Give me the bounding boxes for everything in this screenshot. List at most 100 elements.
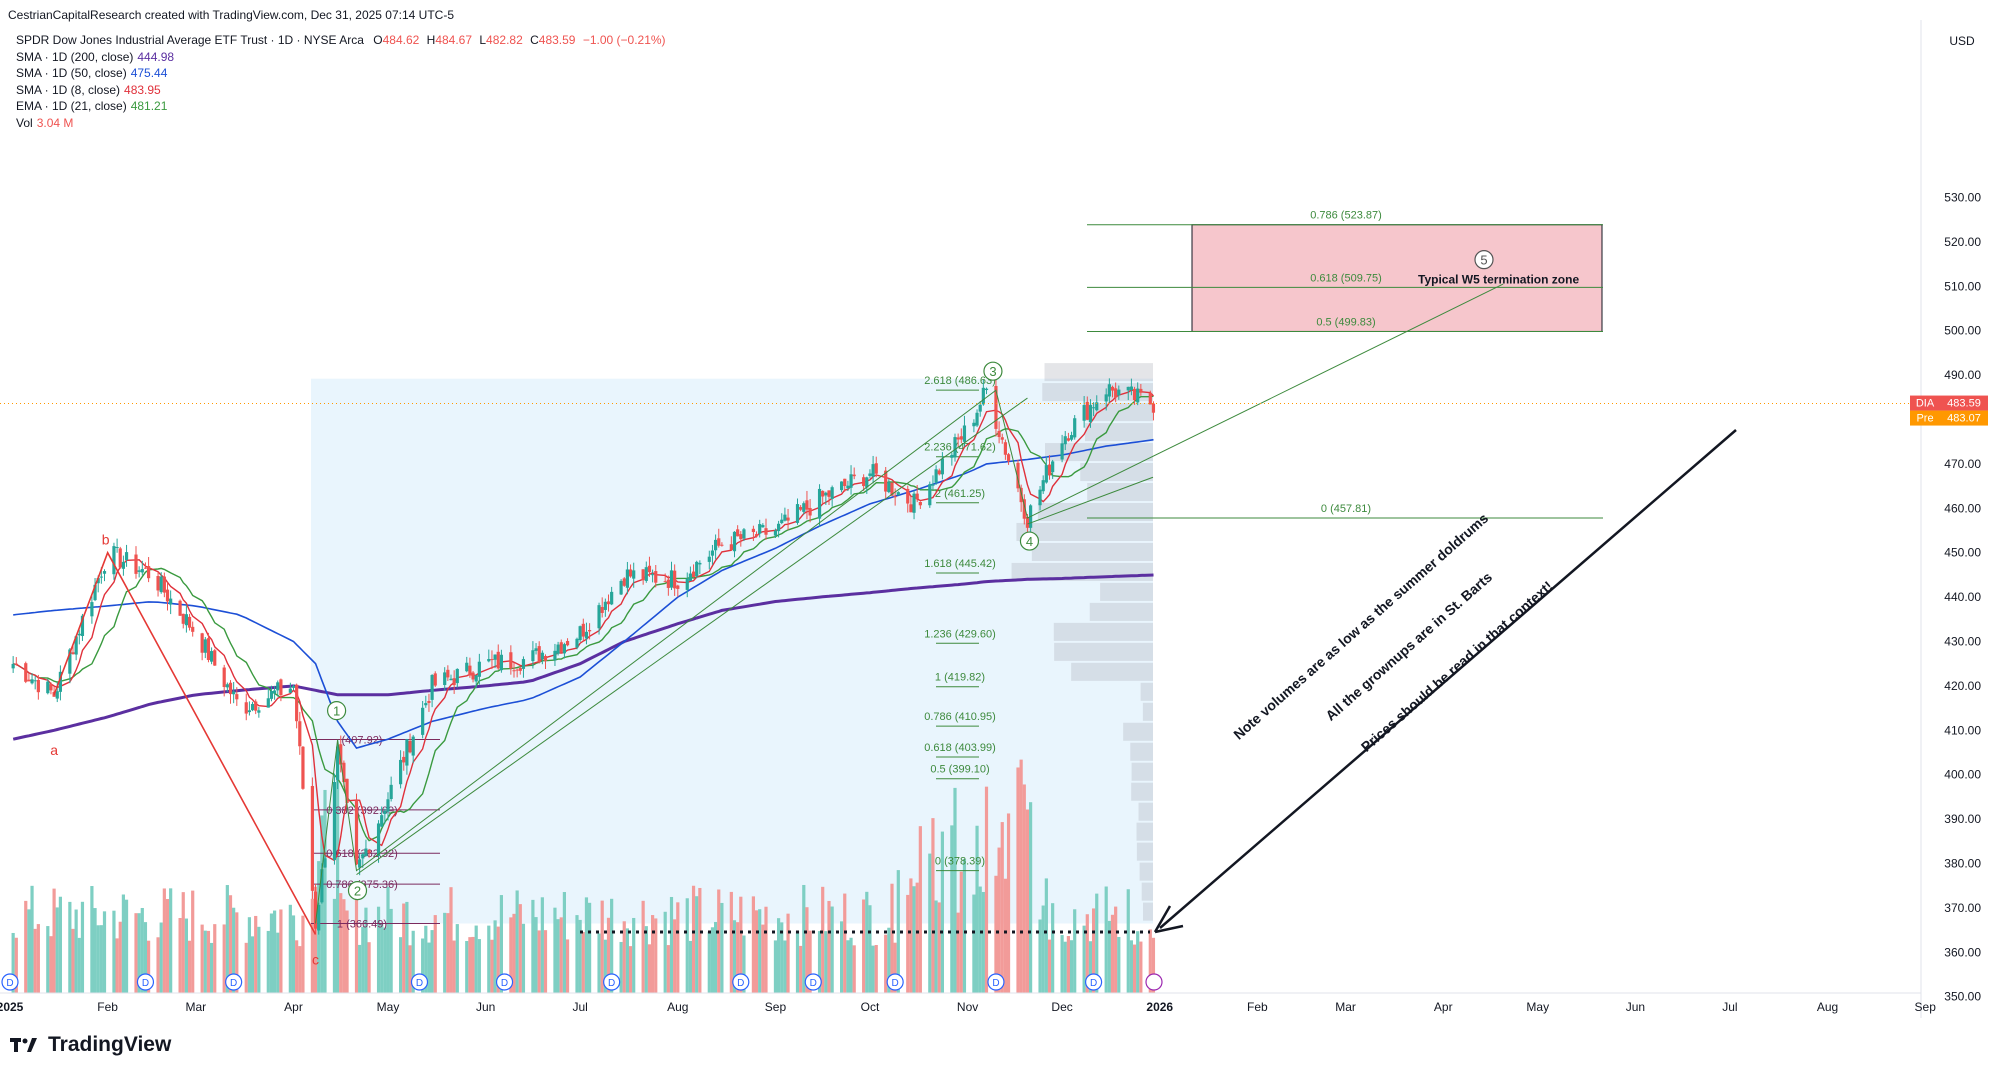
last-price-tag-bg — [1910, 395, 1940, 411]
time-tick-label: Jul — [572, 1000, 587, 1014]
candle-body — [376, 823, 381, 857]
volume-bar — [827, 900, 831, 993]
volume-bar — [178, 918, 182, 993]
candle-body — [710, 550, 715, 556]
volume-bar — [191, 890, 195, 993]
candle-body — [386, 799, 390, 812]
candle-body — [421, 707, 425, 735]
candle-body — [24, 663, 28, 682]
candle-body — [424, 703, 428, 706]
time-tick-label: Aug — [1817, 1000, 1838, 1014]
volume-bar — [950, 825, 954, 993]
volume-bar — [93, 908, 97, 993]
volume-bar — [780, 922, 784, 993]
candle-body — [235, 694, 239, 700]
indicator-row-ema21[interactable]: EMA · 1D (21, close) 481.21 — [16, 98, 666, 115]
volume-bar — [698, 887, 702, 993]
volume-bar — [840, 921, 844, 993]
volume-bar — [339, 893, 343, 993]
candle-body — [90, 602, 94, 617]
candle-body — [77, 633, 81, 636]
volume-bar — [96, 925, 100, 993]
volume-bar — [134, 913, 138, 993]
candle-body — [802, 503, 806, 512]
volume-bar — [301, 915, 305, 993]
volume-bar — [184, 918, 188, 993]
pre-price-value: 483.07 — [1947, 413, 1981, 425]
candle-body — [430, 675, 434, 700]
volume-bar — [918, 826, 922, 993]
price-axis[interactable]: USD530.00520.00510.00500.00490.00480.004… — [0, 20, 1988, 1020]
candle-body — [1126, 386, 1130, 391]
wave-circle — [983, 361, 1003, 381]
candle-body — [112, 546, 116, 575]
candle-body — [74, 636, 78, 655]
indicator-row-volume[interactable]: Vol 3.04 M — [16, 115, 666, 132]
candle-body — [247, 710, 251, 713]
candle-body — [975, 412, 979, 426]
volume-bar — [33, 928, 37, 993]
indicator-row-sma8[interactable]: SMA · 1D (8, close) 483.95 — [16, 82, 666, 99]
volume-bar — [540, 897, 544, 993]
volume-bar — [597, 933, 601, 993]
price-tick-label: 410.00 — [1944, 723, 1981, 737]
dividend-marker-label: D — [992, 978, 999, 989]
price-chart[interactable]: Typical W5 termination zone 0.786 (523.8… — [0, 0, 2000, 1020]
volume-bar — [862, 899, 866, 993]
volume-bar — [937, 902, 941, 993]
candle-body — [736, 529, 740, 537]
candle-body — [162, 576, 166, 593]
candle-body — [408, 740, 412, 753]
time-tick-label: Mar — [1335, 1000, 1356, 1014]
candle-body — [732, 531, 737, 552]
volume-bar — [159, 922, 163, 993]
candle-body — [628, 569, 633, 577]
volume-bar — [430, 930, 434, 993]
candle-body — [49, 684, 53, 691]
wave-label-b: b — [102, 532, 110, 548]
volume-bar — [849, 937, 853, 993]
volume-bar — [68, 901, 72, 993]
volume-bar — [1151, 937, 1156, 993]
pre-price-value-bg — [1940, 410, 1988, 426]
volume-bar — [754, 910, 759, 993]
volume-bar — [55, 907, 59, 993]
volume-bar — [984, 786, 989, 993]
volume-bar — [137, 913, 141, 993]
candle-body — [493, 654, 497, 660]
volume-bar — [852, 945, 856, 993]
candle-body — [191, 626, 195, 632]
volume-profile-bar — [1071, 662, 1153, 681]
candle-body — [301, 746, 305, 789]
candle-body — [427, 701, 431, 703]
indicator-row-sma200[interactable]: SMA · 1D (200, close) 444.98 — [16, 49, 666, 66]
volume-bar — [36, 924, 40, 993]
volume-bar — [1044, 878, 1048, 993]
volume-bar — [717, 889, 721, 993]
termination-zone: Typical W5 termination zone — [1191, 224, 1603, 332]
wave-label-1: 1 — [333, 704, 340, 719]
volume-profile-bar — [1130, 742, 1153, 761]
candle-body — [1060, 443, 1064, 460]
volume-bar — [1041, 905, 1045, 993]
volume-bar — [1060, 935, 1064, 993]
wave-circle — [327, 701, 347, 721]
indicator-value: 475.44 — [130, 66, 168, 80]
candle-body — [575, 638, 579, 648]
candle-body — [471, 672, 475, 680]
candle-body — [619, 580, 623, 595]
candle-body — [1139, 388, 1143, 393]
volume-bar — [928, 853, 932, 993]
time-axis[interactable]: 2025 Feb Mar Apr May Jun Jul Aug Sep Oct Nov Dec 202… — [0, 992, 1936, 1014]
volume-bar — [427, 942, 431, 993]
symbol-row[interactable]: SPDR Dow Jones Industrial Average ETF Tr… — [16, 32, 666, 49]
pre-price-tag: Pre — [1916, 413, 1933, 425]
volume-bar — [399, 937, 403, 993]
volume-bar — [773, 940, 778, 993]
indicator-row-sma50[interactable]: SMA · 1D (50, close) 475.44 — [16, 65, 666, 82]
candle-body — [411, 736, 415, 756]
fib-levels: 0.786 (523.87) 0.618 (509.75) 0.5 (499.83)… — [311, 210, 1603, 930]
price-tick-label: 460.00 — [1944, 501, 1981, 515]
time-tick-label: Oct — [861, 1000, 880, 1014]
candle-body — [206, 638, 211, 660]
